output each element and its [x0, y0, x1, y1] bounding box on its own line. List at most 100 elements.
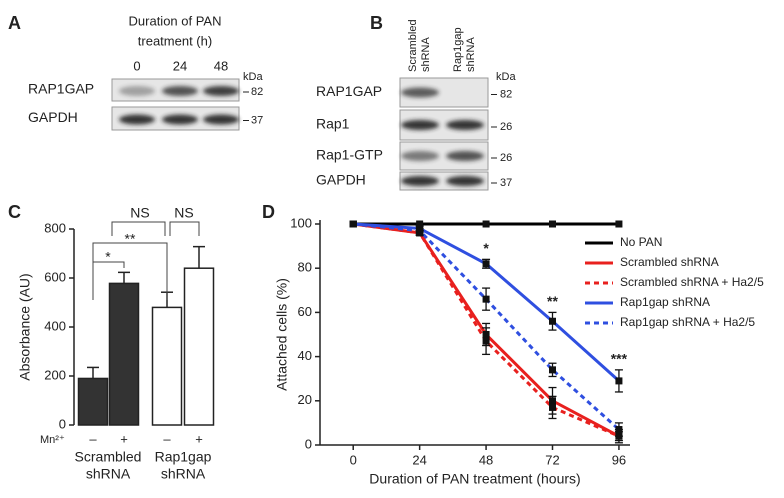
x-tick-label: 24 [412, 452, 426, 467]
point [482, 295, 490, 303]
lane-label: shRNA [465, 36, 477, 72]
y-tick-label: 40 [298, 348, 312, 363]
group-label: Rap1gap [155, 449, 212, 465]
point [349, 220, 357, 228]
point [615, 220, 623, 228]
band [446, 120, 484, 130]
lane-label: shRNA [420, 36, 432, 72]
annotation: *** [611, 351, 628, 367]
group-label: shRNA [161, 466, 206, 482]
band [203, 86, 239, 96]
band [401, 176, 439, 186]
legend-label: No PAN [620, 235, 662, 249]
annotation: NS [174, 205, 193, 221]
bar [108, 282, 140, 426]
marker-label: 82 [500, 88, 512, 100]
band [401, 120, 439, 130]
x-tick-label: 72 [545, 452, 559, 467]
protein-label: RAP1GAP [28, 81, 94, 97]
blot-title: treatment (h) [138, 33, 212, 48]
point [482, 220, 490, 228]
annotation: * [105, 249, 111, 265]
x-tick-label: 96 [612, 452, 626, 467]
unit-label: kDa [243, 71, 263, 83]
point [549, 403, 556, 411]
point [416, 220, 424, 228]
bar [183, 267, 215, 426]
y-tick-label: 0 [305, 436, 312, 451]
y-tick-label: 20 [298, 392, 312, 407]
y-axis-label: Attached cells (%) [274, 278, 290, 391]
y-tick-label: 60 [298, 304, 312, 319]
bracket [169, 221, 200, 236]
y-tick-label: 0 [59, 416, 66, 431]
unit-label: kDa [496, 71, 516, 83]
category-label: + [120, 431, 128, 446]
panel-label: D [262, 202, 275, 222]
panel-label: B [370, 13, 383, 33]
bracket [111, 221, 166, 236]
marker-label: 82 [251, 86, 263, 98]
legend-label: Scrambled shRNA + Ha2/5 [620, 275, 764, 289]
y-tick-label: 800 [44, 220, 66, 235]
bar [77, 377, 109, 426]
category-label: + [195, 431, 203, 446]
y-tick-label: 600 [44, 269, 66, 284]
y-tick-label: 80 [298, 260, 312, 275]
marker-label: 26 [500, 121, 512, 133]
band [446, 176, 484, 186]
panel-label: C [8, 202, 21, 222]
band [401, 151, 439, 161]
blot-title: Duration of PAN [129, 13, 222, 28]
marker-label: 26 [500, 152, 512, 164]
legend-label: Rap1gap shRNA + Ha2/5 [620, 315, 755, 329]
protein-label: GAPDH [28, 109, 78, 125]
band [162, 86, 198, 96]
lane-label: 48 [214, 58, 228, 73]
point [615, 377, 623, 385]
point [482, 337, 490, 345]
annotation: * [483, 240, 489, 256]
band [119, 86, 155, 96]
annotation: NS [130, 205, 149, 221]
band [203, 114, 239, 125]
lane-label: Scrambled [407, 19, 419, 72]
legend-label: Rap1gap shRNA [620, 295, 710, 309]
point [549, 317, 556, 325]
x-tick-label: 48 [479, 452, 493, 467]
protein-label: GAPDH [316, 172, 366, 188]
lane-label: Rap1gap [452, 27, 464, 72]
marker-label: 37 [251, 114, 263, 126]
bar [151, 306, 183, 426]
annotation: ** [547, 293, 558, 309]
bracket [92, 242, 168, 300]
group-label: shRNA [86, 466, 131, 482]
category-label: – [163, 431, 171, 446]
y-axis-label: Absorbance (AU) [17, 273, 33, 380]
row-label: Mn²⁺ [40, 434, 65, 446]
point [615, 426, 623, 434]
y-tick-label: 200 [44, 367, 66, 382]
marker-label: 37 [500, 177, 512, 189]
point [549, 366, 556, 374]
panel-label: A [8, 13, 21, 33]
band [119, 114, 155, 125]
point [482, 260, 490, 268]
band [401, 87, 439, 98]
protein-label: RAP1GAP [316, 83, 382, 99]
category-label: – [89, 431, 97, 446]
band [162, 114, 198, 125]
legend-label: Scrambled shRNA [620, 255, 719, 269]
lane-label: 0 [133, 58, 140, 73]
band [446, 151, 484, 161]
protein-label: Rap1 [316, 116, 350, 132]
lane-label: 24 [173, 58, 187, 73]
annotation: ** [125, 231, 136, 247]
group-label: Scrambled [75, 449, 142, 465]
x-axis-label: Duration of PAN treatment (hours) [369, 471, 580, 487]
point [416, 227, 424, 235]
y-tick-label: 100 [290, 215, 312, 230]
protein-label: Rap1-GTP [316, 147, 383, 163]
point [549, 220, 556, 228]
